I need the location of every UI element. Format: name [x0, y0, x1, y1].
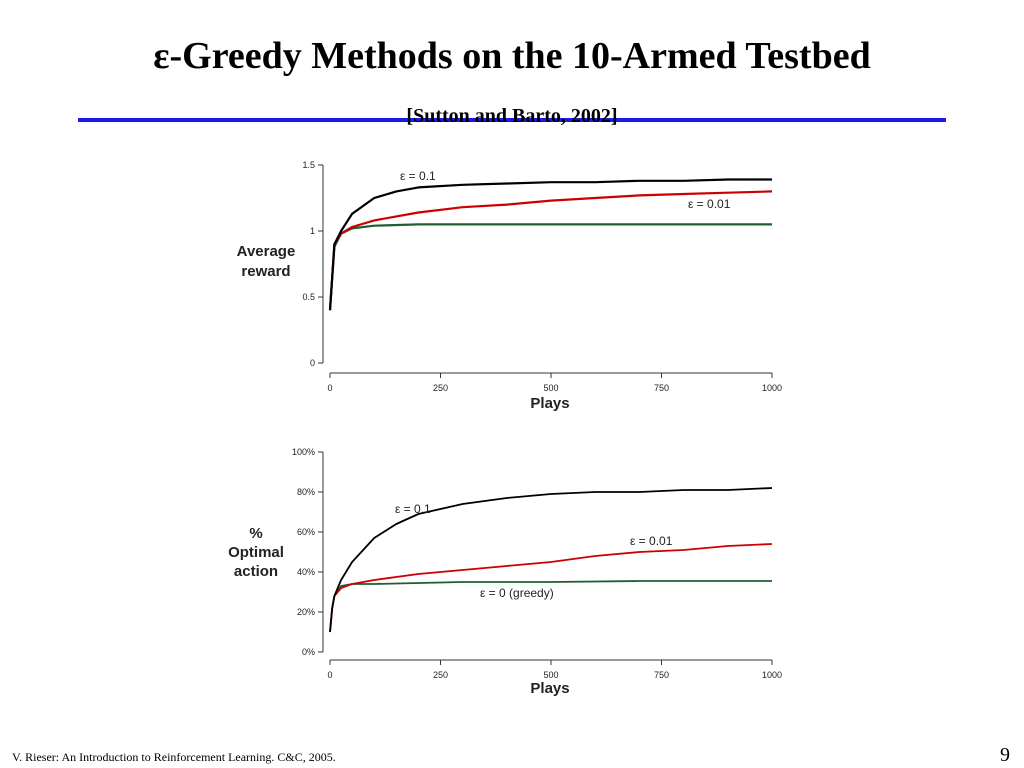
series-line-eps-0.1	[328, 178, 772, 311]
y-tick-label: 0.5	[302, 292, 315, 302]
y-tick-label: 1	[310, 226, 315, 236]
average-reward-chart: 0 250 500 750 1000 0 0.5 1 1.5 Average reward Pl…	[237, 160, 782, 412]
optimal-action-chart: 0 250 500 750 1000 0% 20% 40% 60% 80% 100% % Optim…	[228, 447, 782, 697]
x-tick-label: 250	[433, 670, 448, 680]
x-axis-label: Plays	[530, 395, 569, 412]
annotation-eps-0.1: ε = 0.1	[400, 169, 436, 183]
series-group	[329, 487, 773, 633]
x-tick-label: 1000	[762, 670, 782, 680]
y-axis-label-line2: Optimal	[228, 544, 284, 561]
annotation-eps-0-greedy: ε = 0 (greedy)	[480, 586, 554, 600]
x-tick-label: 0	[327, 383, 332, 393]
x-tick-label: 250	[433, 383, 448, 393]
series-line-eps-0.1	[329, 487, 773, 633]
x-axis-label: Plays	[530, 680, 569, 697]
tick-group: 0 250 500 750 1000 0 0.5 1 1.5	[302, 160, 782, 393]
y-tick-label: 0	[310, 358, 315, 368]
y-axis-label-line3: action	[234, 563, 278, 580]
y-tick-label: 40%	[297, 567, 315, 577]
series-line-eps-0.01	[328, 190, 773, 311]
y-tick-label: 0%	[302, 647, 315, 657]
x-tick-label: 0	[327, 670, 332, 680]
page-number: 9	[1000, 744, 1010, 766]
annotation-eps-0.01: ε = 0.01	[688, 197, 731, 211]
title-divider	[78, 118, 946, 122]
tick-group: 0 250 500 750 1000 0% 20% 40% 60% 80% 100%	[292, 447, 782, 680]
y-tick-label: 1.5	[302, 160, 315, 170]
y-tick-label: 100%	[292, 447, 315, 457]
series-group	[328, 178, 773, 311]
slide-subtitle: [Sutton and Barto, 2002]	[406, 105, 618, 127]
x-tick-label: 500	[543, 383, 558, 393]
footer-citation: V. Rieser: An Introduction to Reinforcem…	[12, 750, 336, 764]
y-tick-label: 20%	[297, 607, 315, 617]
y-axis-label-line1: %	[249, 525, 262, 542]
x-tick-label: 1000	[762, 383, 782, 393]
y-tick-label: 80%	[297, 487, 315, 497]
annotation-eps-0.1: ε = 0.1	[395, 502, 431, 516]
slide-title: ε-Greedy Methods on the 10-Armed Testbed	[153, 35, 871, 77]
y-axis-label-line2: reward	[241, 263, 290, 280]
x-tick-label: 750	[654, 670, 669, 680]
series-line-eps-0-greedy	[328, 223, 772, 311]
y-axis-label-line1: Average	[237, 243, 296, 260]
series-line-eps-0.01	[329, 543, 773, 633]
x-tick-label: 500	[543, 670, 558, 680]
x-tick-label: 750	[654, 383, 669, 393]
annotation-eps-0.01: ε = 0.01	[630, 534, 673, 548]
y-tick-label: 60%	[297, 527, 315, 537]
